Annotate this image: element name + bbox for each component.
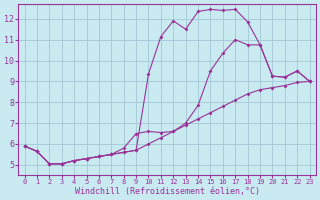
X-axis label: Windchill (Refroidissement éolien,°C): Windchill (Refroidissement éolien,°C)	[75, 187, 260, 196]
